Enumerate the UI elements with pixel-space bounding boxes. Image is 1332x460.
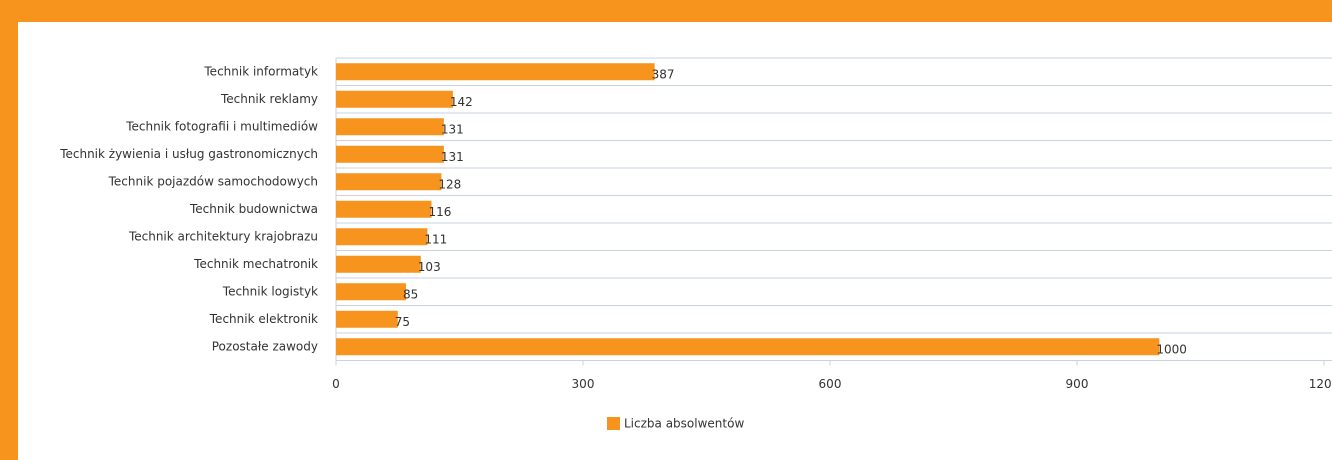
y-tick-label: Technik reklamy [220, 92, 318, 106]
y-tick-label: Technik żywienia i usług gastronomicznyc… [59, 147, 318, 161]
value-label: 1000 [1156, 342, 1187, 356]
x-tick-label: 0 [332, 377, 340, 391]
y-tick-label: Technik mechatronik [193, 257, 318, 271]
bar [336, 173, 442, 191]
value-label: 131 [441, 150, 464, 164]
x-tick-label: 1200 [1309, 377, 1332, 391]
y-tick-label: Technik informatyk [203, 64, 318, 78]
x-tick-label: 600 [819, 377, 842, 391]
bar [336, 118, 444, 136]
bar [336, 338, 1160, 356]
bar [336, 228, 428, 246]
bar [336, 145, 444, 163]
legend-label: Liczba absolwentów [624, 417, 744, 431]
bar [336, 63, 655, 81]
value-label: 85 [403, 287, 418, 301]
legend-swatch [607, 417, 620, 430]
x-tick-label: 300 [572, 377, 595, 391]
y-tick-label: Technik logistyk [222, 284, 318, 298]
value-label: 128 [438, 177, 461, 191]
y-tick-label: Technik pojazdów samochodowych [108, 174, 318, 188]
bar [336, 283, 406, 301]
value-label: 116 [429, 205, 452, 219]
value-label: 103 [418, 260, 441, 274]
value-label: 142 [450, 95, 473, 109]
x-tick-label: 900 [1066, 377, 1089, 391]
bar [336, 255, 421, 273]
y-tick-label: Technik architektury krajobrazu [128, 229, 318, 243]
y-tick-label: Technik elektronik [209, 312, 318, 326]
y-tick-label: Technik fotografii i multimediów [125, 119, 318, 133]
bar [336, 90, 453, 108]
bar [336, 200, 432, 218]
bar [336, 310, 398, 328]
value-label: 131 [441, 122, 464, 136]
chart-panel [18, 22, 1332, 460]
y-tick-label: Pozostałe zawody [212, 339, 318, 353]
value-label: 111 [424, 232, 447, 246]
value-label: 387 [652, 67, 675, 81]
y-tick-label: Technik budownictwa [189, 202, 318, 216]
value-label: 75 [395, 315, 410, 329]
